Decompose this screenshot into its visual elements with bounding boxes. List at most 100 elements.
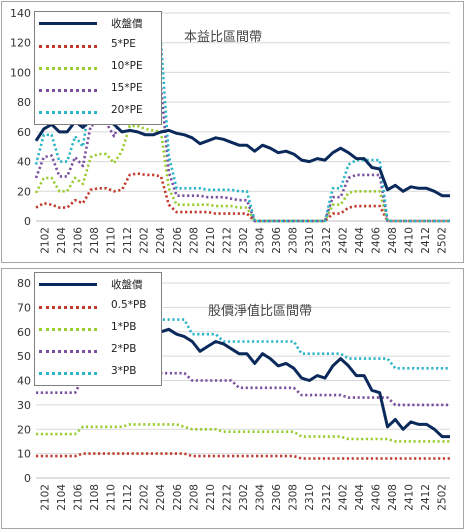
pe-series-line-2 [34, 124, 450, 223]
pb-chart-plot: 0 10 20 30 40 50 60 70 80 2102 2104 2106 2108 2110 211… [17, 277, 450, 511]
pe-x-tick-label: 2210 [205, 227, 217, 254]
pb-x-tick-label: 2304 [255, 484, 267, 511]
pb-legend-label-close: 收盤價 [111, 279, 143, 291]
pb-x-tick-label: 2306 [271, 484, 283, 511]
pe-y-tick-label: 40 [17, 156, 31, 169]
pe-legend-label-10pe: 10*PE [111, 60, 143, 72]
pb-x-tick-label: 2410 [404, 484, 416, 511]
pb-x-tick-label: 2404 [354, 484, 366, 511]
pe-y-tick-label: 140 [10, 7, 31, 20]
pe-x-tick-label: 2502 [437, 227, 449, 254]
pe-x-tick-label: 2102 [39, 227, 51, 254]
pb-y-tick-label: 60 [17, 326, 31, 339]
pb-x-tick-label: 2102 [39, 484, 51, 511]
pe-y-tick-label: 80 [17, 96, 31, 109]
pb-band-chart: 0 10 20 30 40 50 60 70 80 2102 2104 2106 2108 2110 211… [1, 268, 464, 529]
pb-legend-item-2pb: 2*PB [35, 340, 161, 362]
pe-series-line-0 [34, 118, 450, 198]
pb-series-line-4 [36, 318, 450, 370]
pb-x-tick-label: 2202 [139, 484, 151, 511]
pb-legend-item-1pb: 1*PB [35, 318, 161, 340]
pe-y-tick-label: 60 [17, 126, 31, 139]
pb-y-tick-label: 10 [17, 448, 31, 461]
pe-series-line-1 [35, 172, 450, 223]
pe-legend-item-20pe: 20*PE [35, 101, 161, 123]
pb-x-tick-label: 2212 [221, 484, 233, 511]
pb-x-tick-label: 2308 [288, 484, 300, 511]
pb-x-tick-label: 2204 [155, 484, 167, 511]
pe-chart-legend: 收盤價 5*PE 10*PE 15*PE 20*PE [34, 11, 162, 125]
pb-legend-item-3pb: 3*PB [35, 362, 161, 384]
pb-x-tick-label: 2206 [172, 484, 184, 511]
pe-x-tick-label: 2202 [139, 227, 151, 254]
pe-y-tick-label: 20 [17, 185, 31, 198]
pb-x-tick-label: 2406 [370, 484, 382, 511]
pe-x-tick-label: 2404 [354, 227, 366, 254]
pe-legend-label-20pe: 20*PE [111, 104, 143, 116]
pe-x-tick-label: 2306 [271, 227, 283, 254]
pb-series-line-1 [36, 452, 450, 460]
pe-y-tick-label: 0 [24, 215, 31, 228]
pe-legend-label-15pe: 15*PE [111, 82, 143, 94]
pe-x-tick-label: 2308 [288, 227, 300, 254]
pe-x-tick-label: 2312 [321, 227, 333, 254]
pe-legend-item-5pe: 5*PE [35, 35, 161, 57]
pe-x-tick-label: 2310 [304, 227, 316, 254]
pb-legend-swatch-3pb [39, 372, 97, 375]
pe-x-tick-label: 2106 [72, 227, 84, 254]
pb-y-tick-label: 0 [24, 472, 31, 485]
pb-x-tick-label: 2104 [56, 484, 68, 511]
pb-legend-swatch-1pb [39, 328, 97, 331]
pb-legend-item-close: 收盤價 [35, 274, 161, 296]
pe-series-line-4 [34, 29, 450, 223]
pb-y-tick-label: 30 [17, 399, 31, 412]
pb-x-tick-label: 2210 [205, 484, 217, 511]
pe-x-tick-label: 2208 [188, 227, 200, 254]
pe-x-tick-label: 2206 [172, 227, 184, 254]
pe-legend-swatch-10pe [39, 67, 97, 70]
pe-legend-swatch-close [39, 22, 97, 25]
pb-legend-label-1pb: 1*PB [111, 321, 137, 333]
pb-x-tick-label: 2310 [304, 484, 316, 511]
pb-x-tick-label: 2312 [321, 484, 333, 511]
pe-legend-item-10pe: 10*PE [35, 57, 161, 79]
pb-x-tick-label: 2408 [387, 484, 399, 511]
pb-legend-swatch-05pb [39, 306, 97, 309]
pb-y-tick-label: 80 [17, 277, 31, 290]
pe-x-tick-label: 2406 [370, 227, 382, 254]
pb-chart-title: 股價淨值比區間帶 [208, 304, 313, 319]
pe-legend-item-close: 收盤價 [35, 13, 161, 35]
pe-legend-item-15pe: 15*PE [35, 79, 161, 101]
pe-series-line-3 [34, 77, 450, 223]
pb-y-tick-label: 70 [17, 301, 31, 314]
pe-x-tick-label: 2410 [404, 227, 416, 254]
pb-x-tick-label: 2110 [106, 484, 118, 511]
pe-x-tick-label: 2110 [106, 227, 118, 254]
pb-legend-label-05pb: 0.5*PB [111, 299, 147, 311]
pb-legend-label-3pb: 3*PB [111, 365, 137, 377]
pb-y-tick-label: 40 [17, 375, 31, 388]
pb-x-tick-label: 2106 [72, 484, 84, 511]
pb-x-tick-label: 2208 [188, 484, 200, 511]
pe-x-tick-label: 2412 [420, 227, 432, 254]
pb-x-tick-label: 2112 [122, 484, 134, 511]
pb-series-line-2 [36, 423, 450, 443]
pe-x-tick-label: 2108 [89, 227, 101, 254]
pe-legend-label-5pe: 5*PE [111, 38, 136, 50]
pe-band-chart: 0 20 40 60 80 100 120 140 2102 2104 2106 2108 2110 21… [1, 1, 464, 263]
pe-chart-title: 本益比區間帶 [184, 30, 263, 45]
pb-chart-legend: 收盤價 0.5*PB 1*PB 2*PB 3*PB [34, 272, 162, 386]
pe-legend-swatch-20pe [39, 111, 97, 114]
pb-legend-label-2pb: 2*PB [111, 343, 137, 355]
pe-x-tick-label: 2204 [155, 227, 167, 254]
pb-legend-swatch-2pb [39, 350, 97, 353]
pb-x-tick-label: 2402 [337, 484, 349, 511]
pb-legend-swatch-close [39, 283, 97, 286]
pe-x-tick-label: 2212 [221, 227, 233, 254]
pe-y-tick-label: 120 [10, 37, 31, 50]
pe-x-tick-label: 2408 [387, 227, 399, 254]
pb-legend-item-05pb: 0.5*PB [35, 296, 161, 318]
pe-x-tick-label: 2304 [255, 227, 267, 254]
pe-x-tick-label: 2302 [238, 227, 250, 254]
pb-x-tick-label: 2412 [420, 484, 432, 511]
